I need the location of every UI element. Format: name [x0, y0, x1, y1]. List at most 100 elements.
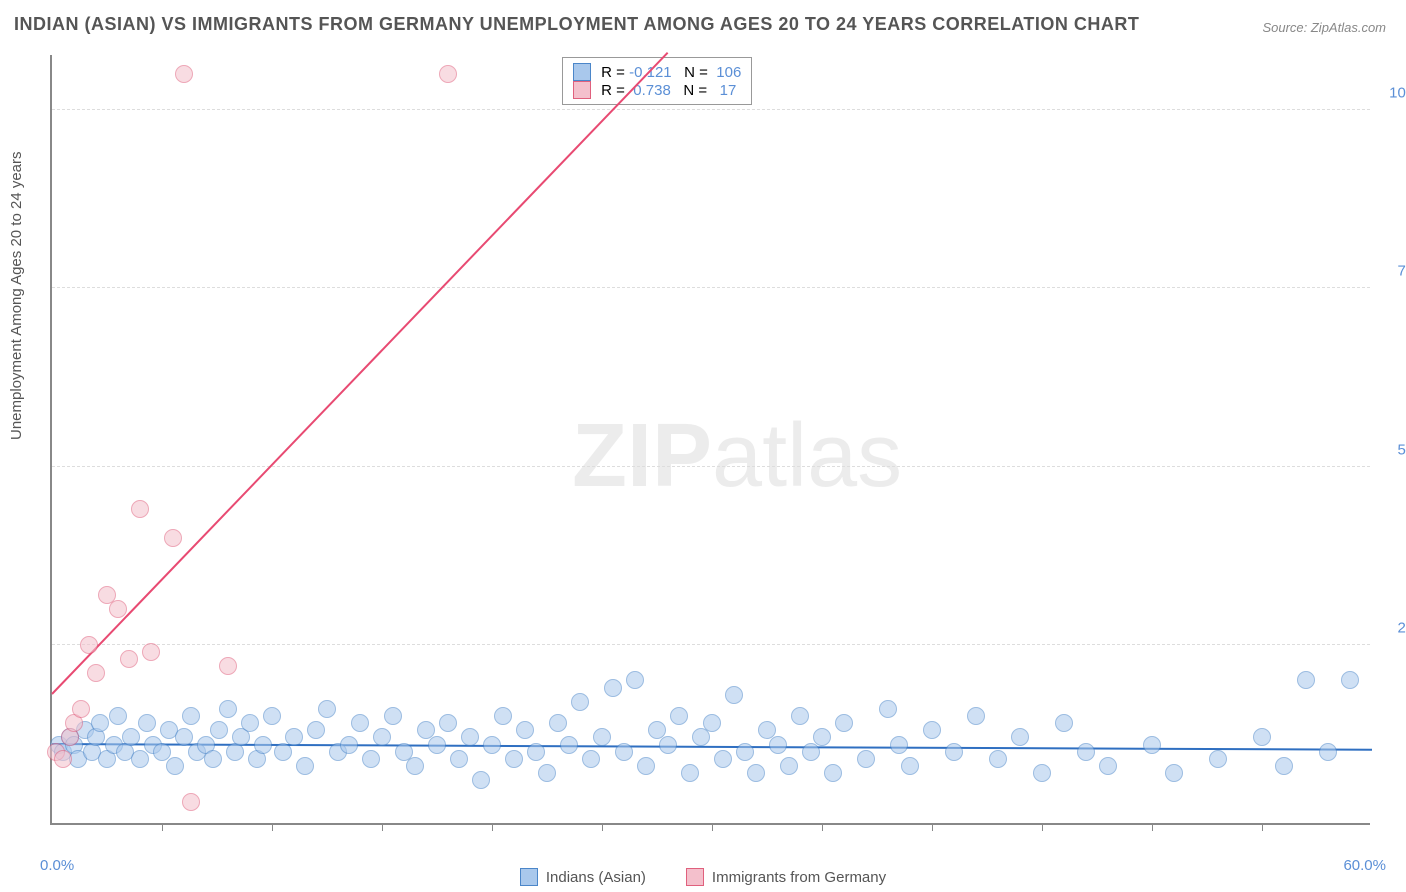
data-point: [780, 757, 798, 775]
data-point: [1099, 757, 1117, 775]
legend-swatch: [573, 81, 591, 99]
data-point: [439, 65, 457, 83]
data-point: [494, 707, 512, 725]
trend-line: [52, 743, 1372, 751]
data-point: [428, 736, 446, 754]
data-point: [945, 743, 963, 761]
data-point: [560, 736, 578, 754]
y-axis-label: Unemployment Among Ages 20 to 24 years: [8, 151, 25, 440]
legend-label: Indians (Asian): [546, 869, 646, 886]
y-tick-label: 25.0%: [1380, 619, 1406, 636]
x-tick: [1042, 823, 1043, 831]
x-tick: [162, 823, 163, 831]
data-point: [384, 707, 402, 725]
data-point: [626, 671, 644, 689]
data-point: [747, 764, 765, 782]
data-point: [714, 750, 732, 768]
y-tick-label: 50.0%: [1380, 441, 1406, 458]
data-point: [109, 707, 127, 725]
legend-row: R = -0.121 N = 106: [573, 63, 741, 81]
data-point: [351, 714, 369, 732]
data-point: [210, 721, 228, 739]
bottom-legend-item: Indians (Asian): [520, 868, 646, 886]
data-point: [1341, 671, 1359, 689]
data-point: [813, 728, 831, 746]
x-tick: [712, 823, 713, 831]
data-point: [1033, 764, 1051, 782]
data-point: [1165, 764, 1183, 782]
data-point: [505, 750, 523, 768]
data-point: [527, 743, 545, 761]
data-point: [659, 736, 677, 754]
data-point: [549, 714, 567, 732]
data-point: [1209, 750, 1227, 768]
data-point: [637, 757, 655, 775]
gridline: [52, 109, 1370, 110]
data-point: [769, 736, 787, 754]
x-tick-min: 0.0%: [40, 857, 74, 874]
x-tick: [932, 823, 933, 831]
y-tick-label: 100.0%: [1380, 85, 1406, 102]
data-point: [461, 728, 479, 746]
data-point: [120, 650, 138, 668]
data-point: [72, 700, 90, 718]
data-point: [362, 750, 380, 768]
bottom-legend-item: Immigrants from Germany: [686, 868, 886, 886]
data-point: [109, 600, 127, 618]
data-point: [219, 657, 237, 675]
data-point: [138, 714, 156, 732]
gridline: [52, 287, 1370, 288]
data-point: [615, 743, 633, 761]
data-point: [923, 721, 941, 739]
legend-label: Immigrants from Germany: [712, 869, 886, 886]
data-point: [901, 757, 919, 775]
data-point: [483, 736, 501, 754]
x-tick: [1262, 823, 1263, 831]
data-point: [340, 736, 358, 754]
legend-swatch: [686, 868, 704, 886]
scatter-plot: ZIPatlas R = -0.121 N = 106 R = 0.738 N …: [50, 55, 1370, 825]
data-point: [87, 664, 105, 682]
data-point: [736, 743, 754, 761]
data-point: [54, 750, 72, 768]
data-point: [263, 707, 281, 725]
data-point: [182, 793, 200, 811]
legend-text: R = -0.121 N = 106: [597, 64, 741, 81]
data-point: [857, 750, 875, 768]
data-point: [219, 700, 237, 718]
chart-title: INDIAN (ASIAN) VS IMMIGRANTS FROM GERMAN…: [14, 14, 1139, 35]
data-point: [175, 65, 193, 83]
data-point: [1055, 714, 1073, 732]
x-tick-max: 60.0%: [1343, 857, 1386, 874]
data-point: [835, 714, 853, 732]
legend-text: R = 0.738 N = 17: [597, 82, 736, 99]
data-point: [725, 686, 743, 704]
data-point: [166, 757, 184, 775]
data-point: [989, 750, 1007, 768]
data-point: [516, 721, 534, 739]
x-tick: [382, 823, 383, 831]
x-tick: [602, 823, 603, 831]
data-point: [122, 728, 140, 746]
data-point: [593, 728, 611, 746]
data-point: [285, 728, 303, 746]
data-point: [571, 693, 589, 711]
data-point: [967, 707, 985, 725]
data-point: [91, 714, 109, 732]
x-tick: [492, 823, 493, 831]
data-point: [307, 721, 325, 739]
data-point: [1011, 728, 1029, 746]
data-point: [538, 764, 556, 782]
data-point: [791, 707, 809, 725]
bottom-legend: Indians (Asian) Immigrants from Germany: [0, 868, 1406, 886]
data-point: [318, 700, 336, 718]
data-point: [80, 636, 98, 654]
data-point: [241, 714, 259, 732]
data-point: [824, 764, 842, 782]
gridline: [52, 466, 1370, 467]
data-point: [296, 757, 314, 775]
data-point: [439, 714, 457, 732]
source-label: Source: ZipAtlas.com: [1262, 20, 1386, 35]
data-point: [131, 750, 149, 768]
data-point: [142, 643, 160, 661]
